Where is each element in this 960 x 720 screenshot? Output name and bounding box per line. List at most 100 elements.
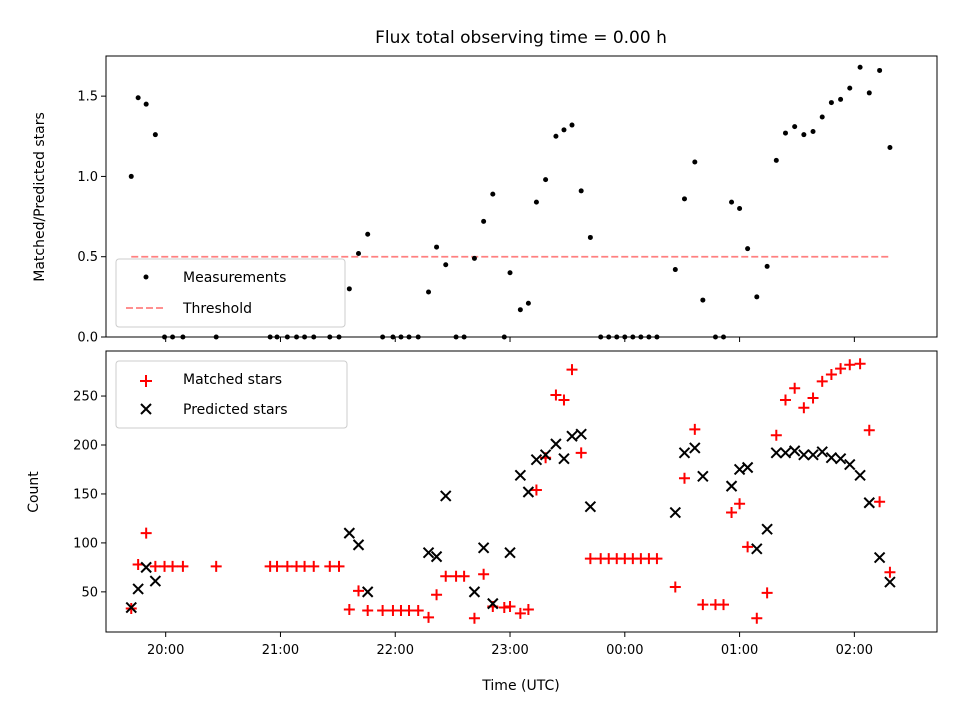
matched-star-point (167, 560, 179, 572)
matched-star-point (403, 604, 415, 616)
predicted-star-point (798, 449, 810, 461)
predicted-star-point (566, 430, 578, 442)
measurement-point (152, 132, 158, 138)
matched-star-point (440, 570, 452, 582)
matched-star-point (140, 527, 152, 539)
matched-star-point (149, 560, 161, 572)
x-tick-label: 21:00 (262, 643, 299, 658)
predicted-star-point (550, 438, 562, 450)
x-tick-label: 01:00 (721, 643, 758, 658)
measurement-point (443, 262, 449, 268)
count-axes-frame (105, 350, 938, 633)
matched-star-point (431, 589, 443, 601)
predicted-star-point (697, 470, 709, 483)
predicted-star-point (558, 452, 570, 465)
count-legend-box (115, 360, 348, 429)
predicted-star-point (788, 445, 801, 457)
predicted-star-point (343, 527, 356, 539)
predicted-star-point (825, 452, 838, 464)
y-tick-label: 150 (73, 487, 98, 502)
matched-star-point (726, 507, 738, 519)
measurement-point (754, 294, 760, 300)
predicted-star-point (468, 586, 481, 598)
figure-title: Flux total observing time = 0.00 h (375, 28, 667, 48)
measurement-point (543, 177, 549, 183)
matched-star-point (514, 607, 526, 619)
legend-dot-marker (143, 274, 149, 280)
predicted-star-point (514, 469, 527, 482)
matched-star-point (522, 603, 534, 615)
matched-star-point (689, 423, 701, 435)
matched-star-point (575, 447, 587, 459)
matched-star-point (299, 560, 311, 572)
measurement-point (737, 206, 743, 212)
count-marks (125, 358, 896, 624)
matched-star-point (863, 424, 875, 436)
measurement-point (128, 173, 134, 179)
predicted-star-point (689, 442, 701, 454)
legend-measurements-label: Measurements (183, 270, 286, 286)
measurement-point (819, 114, 825, 120)
ratio-axes-frame (105, 55, 938, 338)
measurement-point (135, 95, 141, 101)
predicted-star-point (741, 461, 754, 474)
predicted-star-point (430, 550, 443, 563)
predicted-star-point (422, 546, 435, 559)
matched-star-point (353, 585, 365, 597)
matched-star-point (835, 363, 847, 375)
measurement-point (764, 263, 770, 269)
predicted-star-point (440, 490, 452, 502)
predicted-star-point (725, 480, 738, 492)
matched-star-point (697, 599, 709, 611)
predicted-star-point (884, 576, 896, 588)
predicted-star-point (834, 452, 847, 465)
matched-star-point (308, 560, 320, 572)
matched-star-point (271, 560, 283, 572)
matched-star-point (281, 560, 293, 572)
measurement-point (838, 96, 844, 102)
ratio-marks (128, 64, 893, 340)
y-tick-label: 0.0 (77, 331, 98, 346)
measurement-point (569, 122, 575, 128)
ratio-legend: Measurements Threshold (115, 258, 346, 328)
legend-x-marker (140, 403, 152, 415)
predicted-star-point (575, 428, 587, 440)
measurement-point (143, 101, 149, 107)
matched-star-point (770, 429, 782, 441)
measurement-point (672, 267, 678, 273)
measurement-point (782, 130, 788, 136)
measurement-point (792, 124, 798, 130)
matched-star-point (412, 604, 424, 616)
measurement-point (525, 300, 531, 306)
matched-star-point (825, 368, 837, 380)
predicted-star-point (584, 500, 597, 513)
ratio-y-ticks: 0.0 0.5 1.0 1.5 (77, 90, 106, 346)
measurement-point (828, 100, 834, 106)
x-tick-label: 23:00 (491, 643, 528, 658)
measurement-point (553, 133, 559, 139)
measurement-point (587, 234, 593, 240)
predicted-star-point (770, 447, 783, 459)
matched-star-point (584, 553, 596, 565)
matched-star-point (742, 541, 754, 553)
matched-star-point (343, 603, 355, 615)
matched-star-point (468, 612, 480, 624)
legend-matched-label: Matched stars (183, 372, 282, 388)
measurement-point (507, 270, 513, 276)
measurement-point (533, 199, 539, 205)
matched-star-point (324, 560, 336, 572)
measurement-point (561, 127, 567, 133)
matched-star-point (210, 560, 222, 572)
x-tick-label: 22:00 (377, 643, 414, 658)
matched-star-point (478, 568, 490, 580)
measurement-point (887, 145, 893, 151)
matched-star-point (504, 601, 516, 613)
measurement-point (810, 128, 816, 134)
count-axes: 50 100 150 200 250 20:00 21:00 22:00 23:00 00:00… (26, 350, 938, 694)
matched-star-point (854, 358, 866, 370)
predicted-star-point (361, 586, 374, 598)
predicted-star-point (504, 546, 516, 559)
ratio-y-axis-label: Matched/Predicted stars (32, 112, 48, 282)
